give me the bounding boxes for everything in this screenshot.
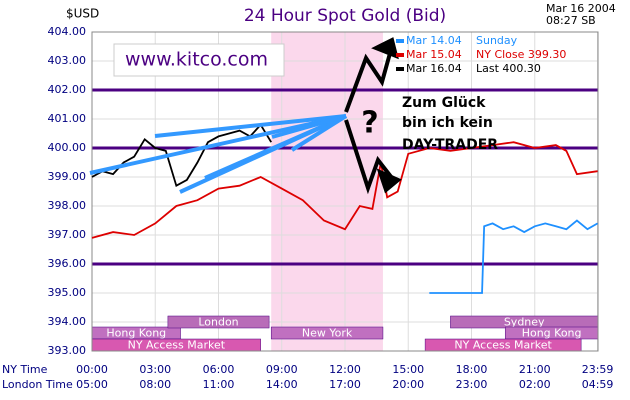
time: 08:27 SB [546,14,596,27]
plot: 393.00 394.00 395.00 396.00 397.00 398.00 399.… [48,25,614,391]
annotation-line: Zum Glück [402,95,486,111]
arrow-up [344,45,394,113]
y-tick-label: 398.00 [48,199,87,212]
legend-swatch [396,67,404,71]
series-line [91,141,598,239]
arrow-head [376,168,402,194]
x-tick-label: 00:00 [76,363,108,376]
annotation-line: bin ich kein [402,115,493,131]
fan-lines [89,114,348,194]
session-label: Sydney [504,316,545,329]
x-row-label: NY Time [2,363,48,376]
legend-label: Mar 14.04 [406,34,462,47]
y-tick-label: 404.00 [48,25,87,38]
fan-line [89,114,347,175]
x2-tick-label: 02:00 [519,378,551,391]
session-label: NY Access Market [128,339,226,352]
session-label: London [198,316,238,329]
session-label: NY Access Market [454,339,552,352]
x-tick-label: 23:59 [582,363,614,376]
x2-tick-label: 04:59 [582,378,614,391]
question-mark: ? [361,106,378,141]
x2-tick-label: 08:00 [139,378,171,391]
y-tick-label: 403.00 [48,54,87,67]
fan-line [271,114,347,139]
y-unit: $USD [66,7,99,21]
arrow-down [344,119,394,195]
series-line [429,219,599,294]
y-tick-label: 397.00 [48,228,87,241]
legend-swatch [396,39,404,43]
legend-note: Last 400.30 [476,62,541,75]
chart-title: 24 Hour Spot Gold (Bid) [244,6,446,26]
y-tick-label: 401.00 [48,112,87,125]
legend-note: Sunday [476,34,518,47]
session-label: Hong Kong [106,327,166,340]
legend-label: Mar 15.04 [406,48,462,61]
session-label: Hong Kong [522,327,582,340]
x-tick-label: 18:00 [456,363,488,376]
annotations: www.kitco.com ? Zum Glück bin ich kein D… [89,34,566,195]
x-tick-label: 03:00 [139,363,171,376]
y-tick-label: 396.00 [48,257,87,270]
y-tick-label: 402.00 [48,83,87,96]
legend-label: Mar 16.04 [406,62,462,75]
fan-line [154,114,347,138]
legend-note: NY Close 399.30 [476,48,566,61]
date: Mar 16 2004 [546,2,616,15]
arrows [344,37,402,195]
x-tick-label: 06:00 [203,363,235,376]
watermark-box [113,43,285,77]
fan-line [204,114,347,180]
x2-tick-label: 17:00 [329,378,361,391]
x-tick-label: 09:00 [266,363,298,376]
watermark: www.kitco.com [125,49,268,71]
highlight-band [271,32,383,351]
x-tick-label: 21:00 [519,363,551,376]
y-tick-label: 394.00 [48,315,87,328]
x-tick-label: 12:00 [329,363,361,376]
session-bar [270,326,384,340]
x2-row-label: London Time [2,378,73,391]
arrow-head [371,37,399,60]
x-tick-label: 15:00 [392,363,424,376]
session-label: New York [302,327,353,340]
y-tick-label: 399.00 [48,170,87,183]
plot-frame [91,31,599,352]
fan-line [290,114,348,152]
x2-tick-label: 11:00 [203,378,235,391]
session-bar [167,315,270,329]
x2-tick-label: 14:00 [266,378,298,391]
x2-tick-label: 23:00 [456,378,488,391]
y-tick-label: 393.00 [48,344,87,357]
x2-tick-label: 20:00 [392,378,424,391]
legend-swatch [396,53,404,57]
y-tick-label: 400.00 [48,141,87,154]
y-tick-label: 395.00 [48,286,87,299]
annotation-line: DAY-TRADER [402,137,498,153]
x2-tick-label: 05:00 [76,378,108,391]
